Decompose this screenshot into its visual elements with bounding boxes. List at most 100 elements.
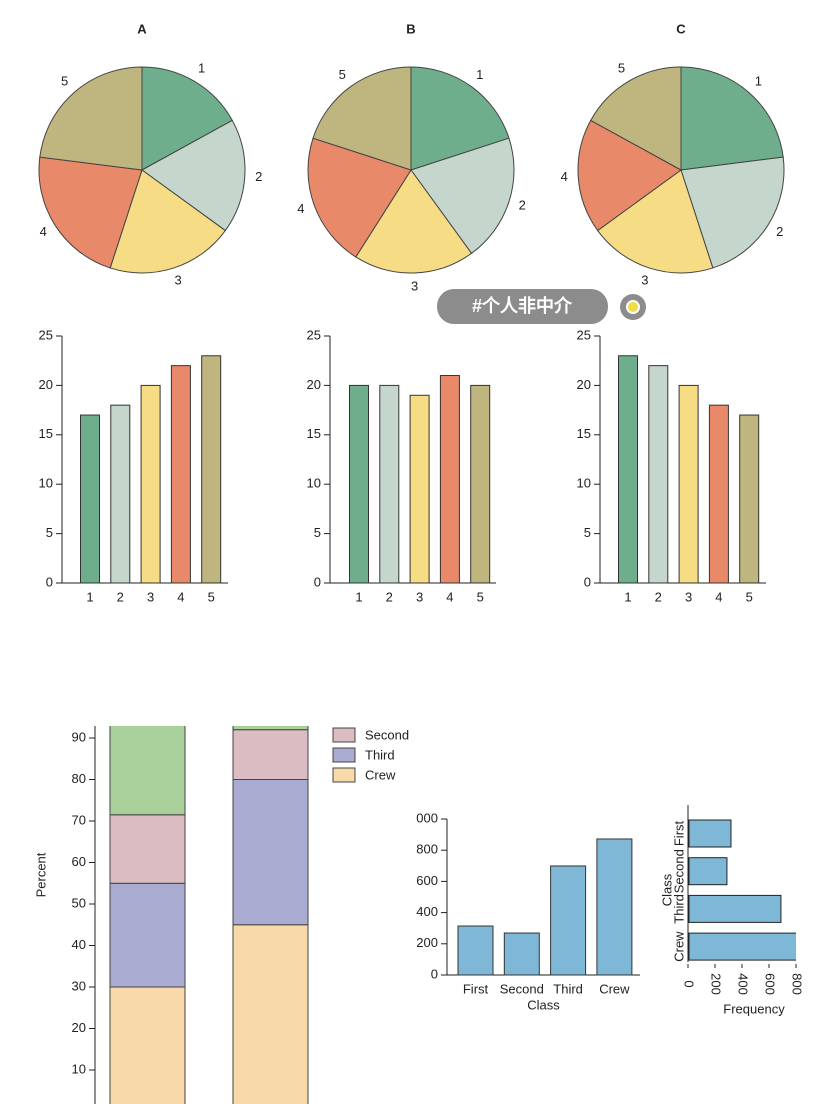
pie-slice bbox=[39, 66, 143, 171]
y-tick-label: 5 bbox=[46, 525, 53, 540]
x-tick-label: First bbox=[463, 981, 489, 996]
x-tick-label: 1 bbox=[355, 589, 362, 604]
legend-label: Third bbox=[365, 747, 395, 762]
bar bbox=[648, 365, 669, 584]
x-tick-label: 5 bbox=[477, 589, 484, 604]
y-tick-label: 200 bbox=[416, 935, 438, 950]
slice-label: 5 bbox=[61, 74, 68, 89]
y-tick-label: 20 bbox=[307, 377, 321, 392]
bar bbox=[140, 384, 161, 584]
bar-segment bbox=[232, 726, 309, 731]
tag-dot bbox=[626, 300, 640, 314]
tag-pill[interactable] bbox=[437, 289, 608, 324]
bar bbox=[688, 894, 782, 923]
y-tick-label: Crew bbox=[671, 931, 686, 962]
pie-slice bbox=[141, 119, 246, 232]
chart-title: B bbox=[406, 21, 415, 36]
y-tick-label: 0 bbox=[584, 574, 591, 589]
x-tick-label: 2 bbox=[386, 589, 393, 604]
y-tick-label: 10 bbox=[307, 476, 321, 491]
y-tick-label: 15 bbox=[307, 426, 321, 441]
pie-slice bbox=[680, 66, 784, 171]
y-tick-label: 60 bbox=[72, 854, 86, 869]
y-tick-label: 25 bbox=[39, 327, 53, 342]
pie-slice bbox=[307, 137, 412, 258]
bar bbox=[618, 355, 638, 584]
pie-slice bbox=[312, 66, 412, 171]
bar-group bbox=[688, 819, 796, 961]
slice-label: 2 bbox=[255, 169, 262, 184]
bar-segment bbox=[109, 882, 186, 988]
slice-label: 4 bbox=[561, 169, 568, 184]
x-tick-label: 2 bbox=[655, 589, 662, 604]
slice-label: 4 bbox=[40, 224, 47, 239]
x-axis-label: Class bbox=[527, 997, 560, 1012]
y-tick-label: 800 bbox=[416, 842, 438, 857]
bar-segment bbox=[232, 779, 309, 926]
bar bbox=[80, 414, 100, 584]
y-tick-label: 10 bbox=[39, 476, 53, 491]
bar bbox=[379, 384, 400, 584]
y-tick-label: 000 bbox=[416, 810, 438, 825]
y-tick-label: 50 bbox=[72, 895, 86, 910]
x-tick-label: 1 bbox=[624, 589, 631, 604]
legend-label: Second bbox=[365, 727, 409, 742]
y-tick-label: 400 bbox=[416, 904, 438, 919]
bar bbox=[596, 838, 633, 976]
x-tick-label: 4 bbox=[177, 589, 184, 604]
y-axis-label: Percent bbox=[33, 852, 48, 897]
slice-label: 1 bbox=[755, 74, 762, 89]
tag-text[interactable]: #个人非中介 bbox=[472, 295, 573, 316]
bar bbox=[439, 375, 460, 584]
legend-swatch bbox=[332, 767, 356, 783]
slice-label: 1 bbox=[476, 67, 483, 82]
y-tick-label: 5 bbox=[314, 525, 321, 540]
y-tick-label: 70 bbox=[72, 812, 86, 827]
y-tick-label: 5 bbox=[584, 525, 591, 540]
y-tick-label: Third bbox=[671, 894, 686, 924]
x-tick-label: 1 bbox=[86, 589, 93, 604]
pie-slice bbox=[410, 66, 510, 171]
slice-label: 5 bbox=[618, 61, 625, 76]
bar bbox=[201, 355, 222, 584]
x-tick-label: 400 bbox=[736, 973, 751, 995]
slice-label: 5 bbox=[339, 67, 346, 82]
x-tick-label: 4 bbox=[715, 589, 722, 604]
bar-segment bbox=[232, 729, 309, 781]
x-tick-label: 5 bbox=[208, 589, 215, 604]
slice-label: 4 bbox=[297, 201, 304, 216]
y-tick-label: 25 bbox=[307, 327, 321, 342]
y-tick-label: 20 bbox=[577, 377, 591, 392]
bar-segment bbox=[109, 726, 186, 816]
y-tick-label: 40 bbox=[72, 937, 86, 952]
pie-slice bbox=[38, 156, 143, 269]
pie-slice bbox=[590, 66, 682, 171]
bar bbox=[170, 365, 191, 584]
x-tick-label: 3 bbox=[416, 589, 423, 604]
bar bbox=[470, 384, 491, 584]
y-tick-label: 600 bbox=[416, 873, 438, 888]
legend-swatch bbox=[332, 747, 356, 763]
y-tick-label: 30 bbox=[72, 978, 86, 993]
x-tick-label: 2 bbox=[117, 589, 124, 604]
slice-label: 3 bbox=[641, 273, 648, 288]
legend-label: Crew bbox=[365, 767, 396, 782]
x-tick-label: 3 bbox=[147, 589, 154, 604]
y-tick-label: 20 bbox=[39, 377, 53, 392]
pie-slice bbox=[355, 169, 473, 274]
bar bbox=[708, 404, 729, 584]
slice-label: 3 bbox=[411, 278, 418, 293]
pie-slice bbox=[410, 137, 515, 255]
x-tick-label: 5 bbox=[746, 589, 753, 604]
y-tick-label: 80 bbox=[72, 771, 86, 786]
bar-segment bbox=[232, 924, 309, 1104]
x-tick-label: 200 bbox=[709, 973, 724, 995]
y-axis-label: Class bbox=[659, 873, 674, 906]
y-tick-label: 25 bbox=[577, 327, 591, 342]
bar bbox=[739, 414, 760, 584]
bar-segment bbox=[109, 986, 186, 1104]
y-tick-label: 15 bbox=[577, 426, 591, 441]
bar-segment bbox=[109, 814, 186, 884]
bar bbox=[349, 384, 369, 584]
